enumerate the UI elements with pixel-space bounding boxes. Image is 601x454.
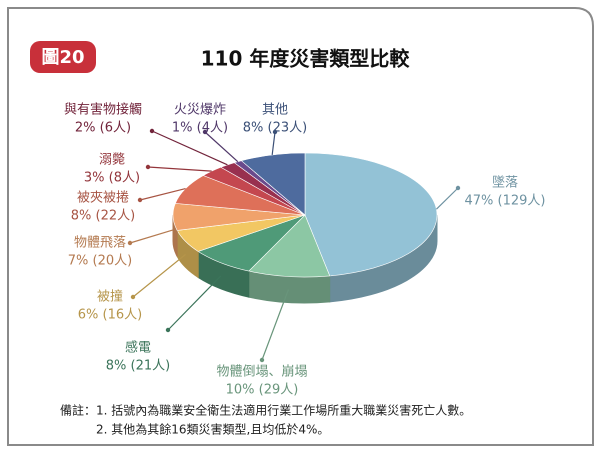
slice-top (248, 214, 331, 278)
leader-dot (259, 357, 265, 363)
leader-dot (137, 197, 143, 203)
leader-dot (130, 294, 136, 300)
value-label: 8% (22人) (71, 209, 135, 224)
leader-line (261, 289, 290, 361)
chart-title: 110 年度災害類型比較 (201, 47, 411, 71)
value-label: 1% (4人) (172, 121, 228, 136)
leader-line (435, 187, 459, 210)
value-label: 47% (129人) (465, 194, 546, 209)
slice-label: 物體飛落 (74, 236, 126, 251)
leader-dot (455, 185, 461, 191)
slice-top (304, 152, 438, 277)
leader-dot (165, 327, 171, 333)
value-label: 7% (20人) (68, 254, 132, 269)
slice (248, 214, 331, 304)
note-label: 備註： (60, 403, 96, 418)
leader-line (151, 130, 228, 166)
value-label: 8% (21人) (106, 359, 170, 374)
slice-label: 墜落 (492, 175, 518, 191)
leader-line (271, 131, 276, 156)
leader-line (132, 253, 186, 298)
slice-top (240, 152, 306, 216)
slice-label: 火災爆炸 (174, 103, 226, 118)
slice-label: 被撞 (97, 290, 123, 305)
badge: 圖20 (41, 47, 84, 68)
note-line: 2. 其他為其餘16類災害類型,且均低於4%。 (96, 422, 329, 437)
leader-line (129, 229, 174, 244)
value-label: 6% (16人) (78, 308, 142, 323)
badge-box (30, 41, 96, 73)
slice (172, 203, 306, 257)
slice (240, 152, 306, 216)
slice-label: 被夾被捲 (77, 191, 129, 206)
leader-line (167, 275, 222, 331)
leader-dot (127, 240, 133, 246)
leader-dot (272, 129, 278, 135)
leader-line (204, 131, 239, 163)
leader-dot (202, 129, 208, 135)
slice-label: 其他 (262, 103, 288, 118)
leader-dot (149, 128, 155, 134)
leader-line (139, 188, 186, 201)
slice-label: 溺斃 (99, 153, 125, 168)
note-line: 1. 括號內為職業安全衛生法適用行業工作場所重大職業災害死亡人數。 (96, 403, 471, 418)
value-label: 3% (8人) (84, 171, 140, 186)
slice-label: 物體倒塌、崩塌 (216, 365, 307, 380)
leader-dot (145, 164, 151, 170)
value-label: 2% (6人) (75, 121, 131, 136)
leader-line (147, 166, 212, 172)
slice-label: 與有害物接觸 (64, 102, 142, 118)
value-label: 8% (23人) (243, 121, 307, 136)
slice-label: 感電 (125, 340, 151, 356)
value-label: 10% (29人) (226, 383, 299, 398)
